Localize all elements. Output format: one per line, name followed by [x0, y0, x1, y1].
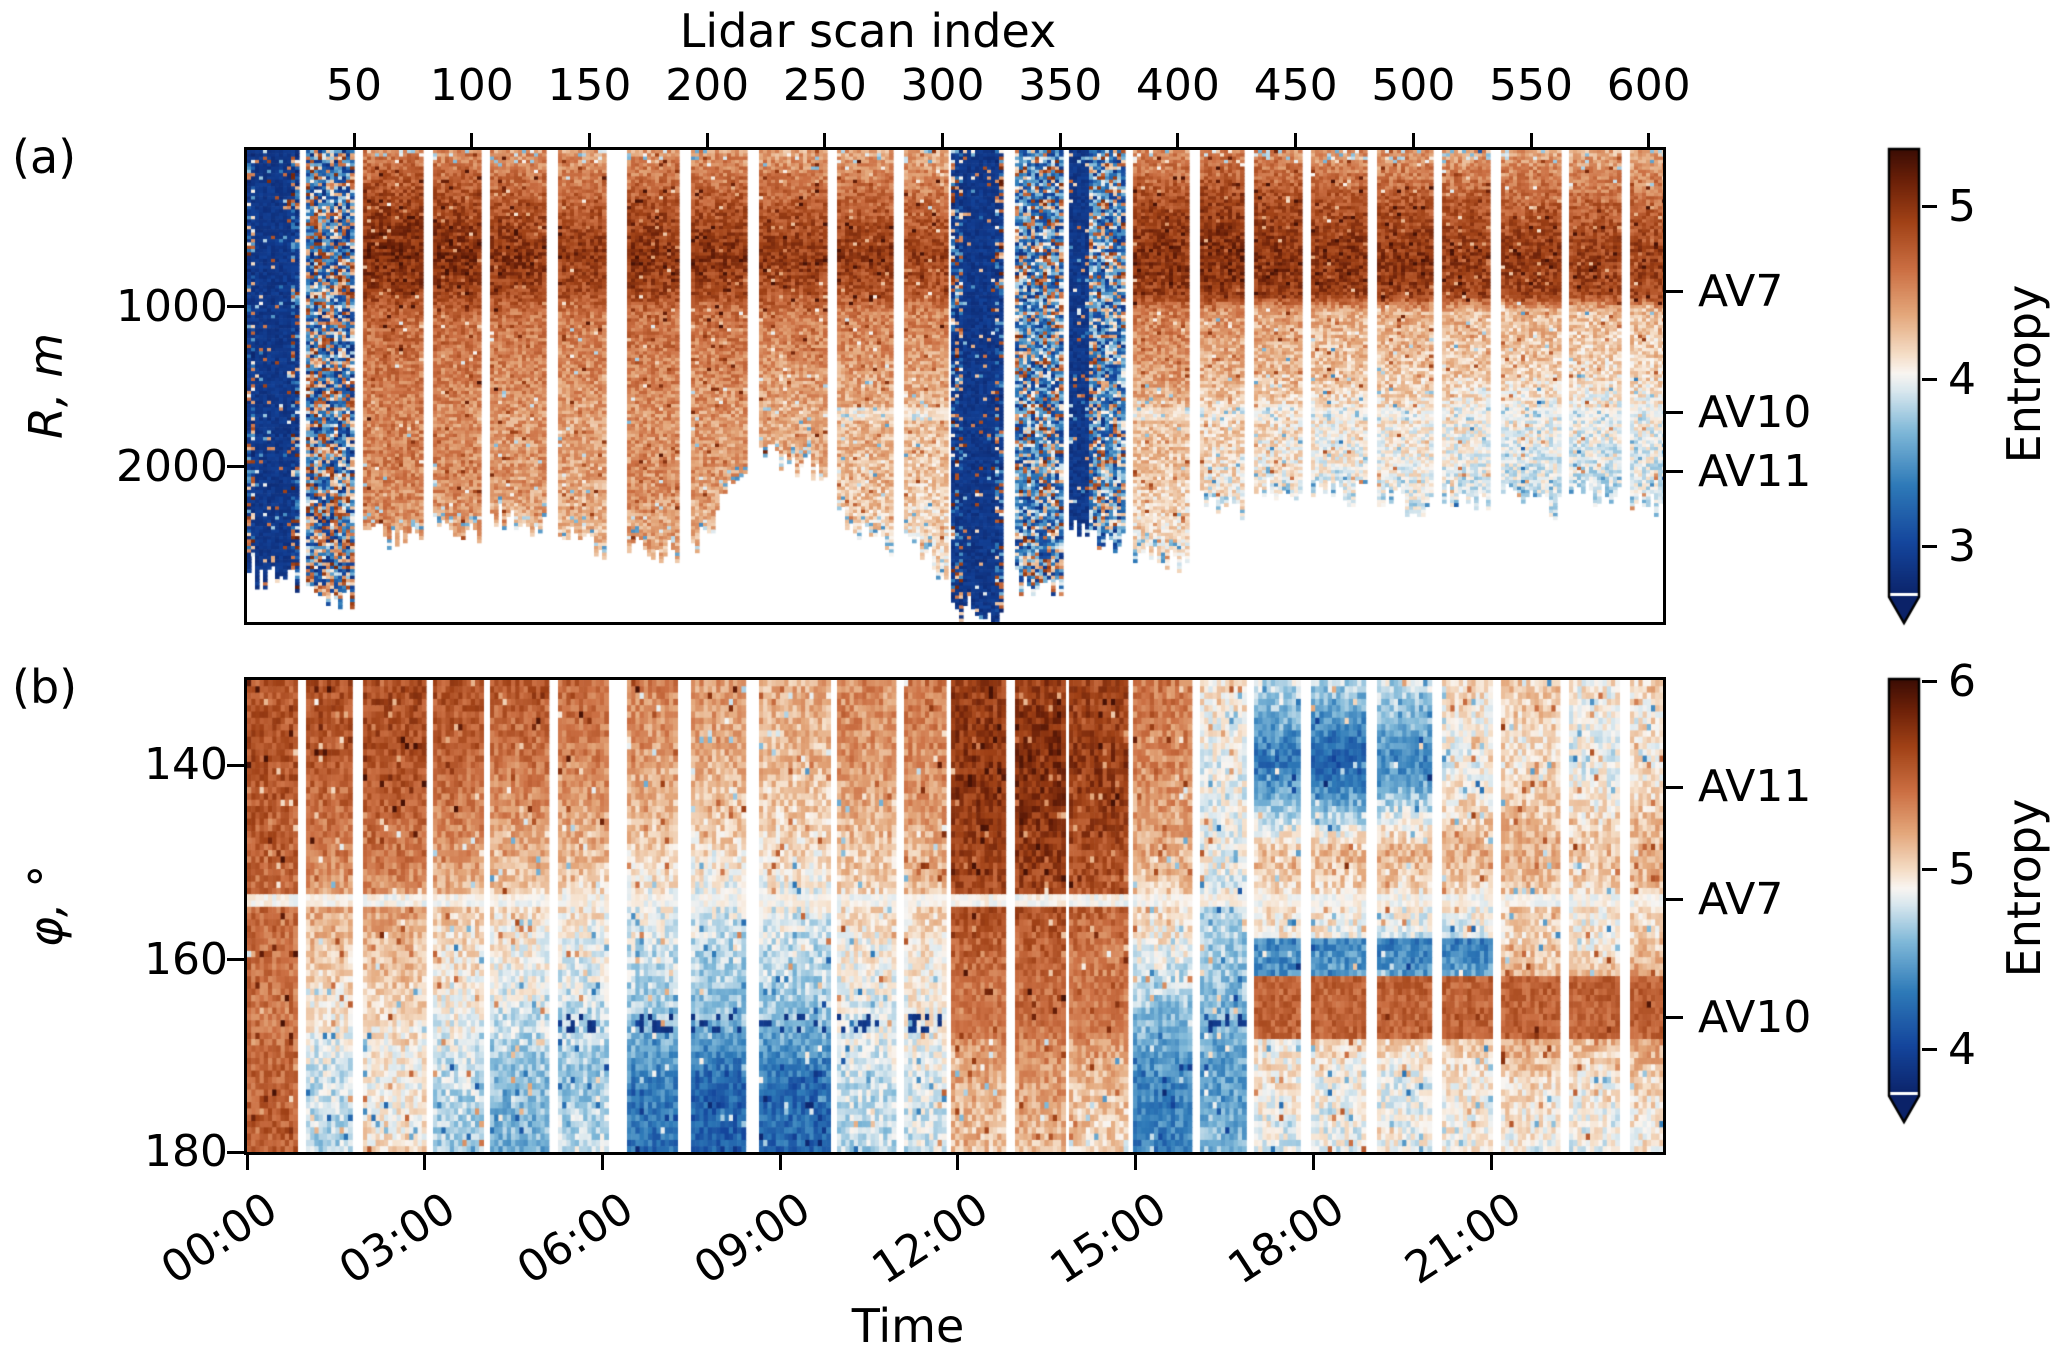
heatmap-panel-b	[247, 680, 1663, 1152]
panel-a-frame	[244, 147, 1666, 625]
colorbar-tick-label: 4	[1948, 1023, 1976, 1075]
colorbar-tick-label: 5	[1948, 180, 1976, 232]
av-mark-tick	[1666, 1016, 1683, 1020]
panel-a-ylabel: R, m	[19, 332, 73, 440]
top-axis-tick	[705, 133, 709, 147]
panel-a-label: (a)	[12, 130, 77, 184]
time-axis-tick-label: 09:00	[685, 1182, 820, 1295]
top-axis-tick-label: 100	[429, 60, 514, 111]
colorbar-tick-label: 4	[1948, 353, 1976, 405]
panel-b-label: (b)	[12, 660, 78, 714]
top-axis-tick-label: 600	[1606, 60, 1691, 111]
time-axis-tick	[600, 1155, 604, 1170]
y-axis-tick	[227, 763, 244, 767]
bottom-axis-title: Time	[851, 1299, 965, 1353]
time-axis-tick	[245, 1155, 249, 1170]
colorbar-tick-label: 3	[1948, 520, 1976, 572]
top-axis-tick	[1411, 133, 1415, 147]
heatmap-panel-a	[247, 150, 1663, 622]
colorbar-a-label: Entropy	[1997, 284, 2051, 464]
time-axis-tick	[956, 1155, 960, 1170]
colorbar-b-label: Entropy	[1997, 798, 2051, 978]
panel-b-frame	[244, 677, 1666, 1155]
time-axis-tick-label: 03:00	[330, 1182, 465, 1295]
time-axis-tick	[778, 1155, 782, 1170]
top-axis-tick	[1529, 133, 1533, 147]
av-mark-tick	[1666, 290, 1683, 294]
y-axis-tick-label: 2000	[116, 440, 228, 492]
top-axis-tick-label: 500	[1371, 60, 1456, 111]
colorbar-b	[1886, 676, 1924, 1131]
colorbar-tick-label: 5	[1948, 843, 1976, 895]
av-mark-tick	[1666, 785, 1683, 789]
top-axis-tick-label: 250	[782, 60, 867, 111]
y-axis-tick	[227, 1150, 244, 1154]
top-axis-tick	[352, 133, 356, 147]
top-axis-tick	[1294, 133, 1298, 147]
av-mark-tick	[1666, 470, 1683, 474]
top-axis-tick-label: 450	[1253, 60, 1338, 111]
y-axis-tick	[227, 305, 244, 309]
time-axis-tick-label: 15:00	[1041, 1182, 1176, 1295]
time-axis-tick-label: 06:00	[507, 1182, 643, 1295]
time-axis-tick	[423, 1155, 427, 1170]
colorbar-tick	[1922, 680, 1937, 684]
av-mark-label: AV10	[1698, 386, 1812, 438]
top-axis-title: Lidar scan index	[679, 4, 1057, 58]
top-axis-tick-label: 400	[1135, 60, 1220, 111]
top-axis-tick	[587, 133, 591, 147]
top-axis-tick-label: 300	[900, 60, 985, 111]
colorbar-a	[1886, 146, 1924, 632]
av-mark-label: AV10	[1698, 991, 1812, 1043]
time-axis-tick	[1489, 1155, 1493, 1170]
time-axis-tick-label: 00:00	[152, 1182, 287, 1295]
panel-b-ylabel: φ, °	[19, 864, 73, 948]
top-axis-tick	[823, 133, 827, 147]
colorbar-tick	[1922, 205, 1937, 209]
y-axis-tick-label: 160	[144, 933, 228, 985]
colorbar-tick	[1922, 545, 1937, 549]
av-mark-tick	[1666, 411, 1683, 415]
top-axis-tick-label: 150	[547, 60, 632, 111]
av-mark-tick	[1666, 898, 1683, 902]
top-axis-tick	[470, 133, 474, 147]
av-mark-label: AV7	[1698, 873, 1784, 925]
y-axis-tick	[227, 958, 244, 962]
top-axis-tick-label: 550	[1489, 60, 1574, 111]
av-mark-label: AV11	[1698, 761, 1812, 812]
av-mark-label: AV7	[1698, 265, 1784, 317]
colorbar-tick-label: 6	[1948, 655, 1976, 707]
top-axis-tick	[1058, 133, 1062, 147]
top-axis-tick-label: 350	[1018, 60, 1103, 111]
av-mark-label: AV11	[1698, 445, 1812, 497]
time-axis-tick	[1134, 1155, 1138, 1170]
time-axis-tick-label: 18:00	[1218, 1182, 1353, 1295]
y-axis-tick-label: 140	[144, 739, 228, 790]
colorbar-tick	[1922, 1048, 1937, 1052]
y-axis-tick-label: 1000	[116, 280, 228, 332]
time-axis-tick	[1311, 1155, 1315, 1170]
y-axis-tick-label: 180	[144, 1126, 228, 1177]
y-axis-tick	[227, 465, 244, 469]
time-axis-tick-label: 21:00	[1396, 1182, 1531, 1295]
colorbar-tick	[1922, 378, 1937, 382]
top-axis-tick	[1647, 133, 1651, 147]
top-axis-tick-label: 200	[665, 60, 750, 111]
top-axis-tick	[941, 133, 945, 147]
colorbar-tick	[1922, 868, 1937, 872]
top-axis-tick	[1176, 133, 1180, 147]
top-axis-tick-label: 50	[326, 60, 383, 111]
time-axis-tick-label: 12:00	[863, 1182, 998, 1295]
